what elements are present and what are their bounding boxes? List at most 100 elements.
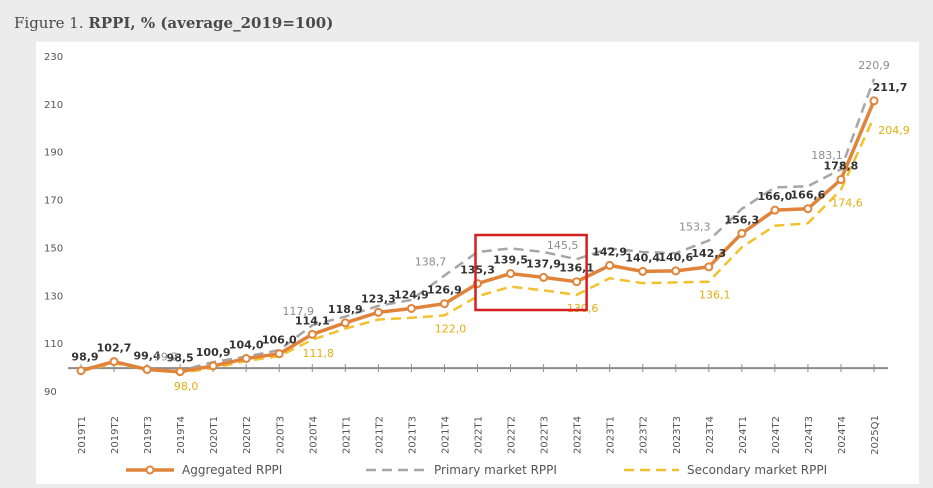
aggregated-data-label: 126,9 <box>427 284 462 297</box>
x-axis: 2019T1 2019T2 2019T3 2019T4 2020T1 2020T2 2020… <box>77 364 881 455</box>
y-tick-label: 150 <box>44 243 63 254</box>
aggregated-point <box>340 318 350 328</box>
legend: Aggregated RPPI Primary market RPPI Second… <box>126 463 827 477</box>
x-tick-label: 2022T2 <box>507 416 518 454</box>
aggregated-point <box>208 361 218 371</box>
aggregated-data-label: 124,9 <box>394 288 429 301</box>
secondary-data-label: 130,6 <box>567 302 599 315</box>
x-tick-label: 2021T2 <box>374 416 385 454</box>
aggregated-data-label: 106,0 <box>262 334 297 347</box>
x-tick-label: 2020T4 <box>308 416 319 454</box>
x-tick-label: 2019T2 <box>110 416 121 454</box>
x-tick-label: 2024T1 <box>738 416 749 454</box>
primary-data-label: 99,2 <box>154 351 179 364</box>
x-tick-label: 2022T4 <box>573 416 584 454</box>
x-tick-label: 2023T2 <box>639 416 650 454</box>
figure-title: Figure 1. RPPI, % (average_2019=100) <box>14 14 333 32</box>
series-line-secondary <box>80 116 876 375</box>
aggregated-point <box>109 357 119 367</box>
aggregated-point <box>274 349 284 359</box>
aggregated-data-label: 100,9 <box>196 346 231 359</box>
legend-primary-label: Primary market RPPI <box>434 463 557 477</box>
aggregated-data-label: 178,8 <box>824 160 859 173</box>
x-tick-label: 2022T1 <box>474 416 485 454</box>
primary-data-label: 138,7 <box>415 255 447 268</box>
aggregated-data-label: 104,0 <box>229 339 264 352</box>
x-tick-label: 2024T3 <box>804 416 815 454</box>
aggregated-point <box>539 272 549 282</box>
x-tick-label: 2020T3 <box>275 416 286 454</box>
aggregated-point <box>506 269 516 279</box>
legend-aggregated-label: Aggregated RPPI <box>182 463 282 477</box>
aggregated-data-label: 140,6 <box>658 251 693 264</box>
aggregated-data-label: 136,1 <box>559 262 594 275</box>
aggregated-data-label: 142,3 <box>691 247 726 260</box>
aggregated-data-label: 135,3 <box>460 264 495 277</box>
aggregated-point <box>803 204 813 214</box>
aggregated-data-label: 102,7 <box>97 342 132 355</box>
highlight-box-2022 <box>474 233 588 312</box>
aggregated-point <box>572 277 582 287</box>
aggregated-point <box>142 365 152 375</box>
aggregated-point <box>737 228 747 238</box>
y-tick-label: 190 <box>44 148 63 159</box>
secondary-data-label: 204,9 <box>878 124 910 137</box>
aggregated-point <box>76 366 86 376</box>
x-tick-label: 2019T3 <box>143 416 154 454</box>
aggregated-point <box>638 266 648 276</box>
legend-aggregated-marker <box>145 465 155 475</box>
primary-data-label: 145,5 <box>547 239 579 252</box>
aggregated-point <box>406 303 416 313</box>
aggregated-point <box>770 205 780 215</box>
y-tick-label: 170 <box>44 196 63 207</box>
aggregated-data-label: 166,0 <box>757 190 792 203</box>
x-tick-label: 2021T1 <box>341 416 352 454</box>
y-tick-label: 230 <box>44 52 63 63</box>
x-tick-label: 2023T3 <box>672 416 683 454</box>
x-tick-label: 2022T3 <box>540 416 551 454</box>
aggregated-point <box>241 354 251 363</box>
chart-card: 90 110 130 150 170 190 210 230 2019T1 2019T2 2019… <box>36 42 919 484</box>
x-tick-label: 2021T4 <box>440 416 451 454</box>
aggregated-data-label: 142,9 <box>592 245 627 258</box>
x-tick-label: 2019T1 <box>77 416 88 454</box>
y-tick-label: 130 <box>44 291 63 302</box>
aggregated-point <box>307 329 317 339</box>
x-tick-label: 2019T4 <box>176 416 187 454</box>
aggregated-data-label: 140,4 <box>625 251 660 264</box>
secondary-data-label: 98,0 <box>174 380 199 393</box>
x-tick-label: 2023T1 <box>606 416 617 454</box>
aggregated-data-label: 98,5 <box>167 352 194 365</box>
aggregated-point <box>439 299 449 309</box>
aggregated-point <box>373 307 383 317</box>
primary-data-label: 153,3 <box>679 221 711 234</box>
aggregated-data-label: 211,7 <box>873 81 908 94</box>
primary-data-label: 220,9 <box>858 59 890 72</box>
aggregated-data-label: 118,9 <box>328 303 363 316</box>
figure-prefix: Figure 1. <box>14 14 89 32</box>
y-tick-label: 90 <box>44 387 57 398</box>
x-tick-label: 2025Q1 <box>870 415 881 455</box>
legend-secondary-label: Secondary market RPPI <box>687 463 827 477</box>
aggregated-data-label: 123,3 <box>361 292 396 305</box>
x-tick-label: 2021T3 <box>407 416 418 454</box>
secondary-data-label: 174,6 <box>831 197 863 210</box>
primary-data-label: 183,1 <box>811 149 843 162</box>
y-tick-label: 210 <box>44 100 63 111</box>
x-tick-label: 2023T4 <box>705 416 716 454</box>
aggregated-point <box>175 367 185 377</box>
aggregated-data-label: 98,9 <box>71 351 98 364</box>
y-axis: 90 110 130 150 170 190 210 230 <box>44 52 63 398</box>
aggregated-point <box>869 96 879 106</box>
figure-title-text: RPPI, % (average_2019=100) <box>88 14 334 32</box>
aggregated-point <box>605 260 615 270</box>
aggregated-data-label: 99,4 <box>134 350 161 363</box>
aggregated-data-label: 139,5 <box>493 254 528 267</box>
x-tick-label: 2024T4 <box>837 416 848 454</box>
primary-data-label: 117,9 <box>283 305 315 318</box>
aggregated-data-label: 166,6 <box>791 189 826 202</box>
x-tick-label: 2024T2 <box>771 416 782 454</box>
highlight-group <box>474 233 588 312</box>
